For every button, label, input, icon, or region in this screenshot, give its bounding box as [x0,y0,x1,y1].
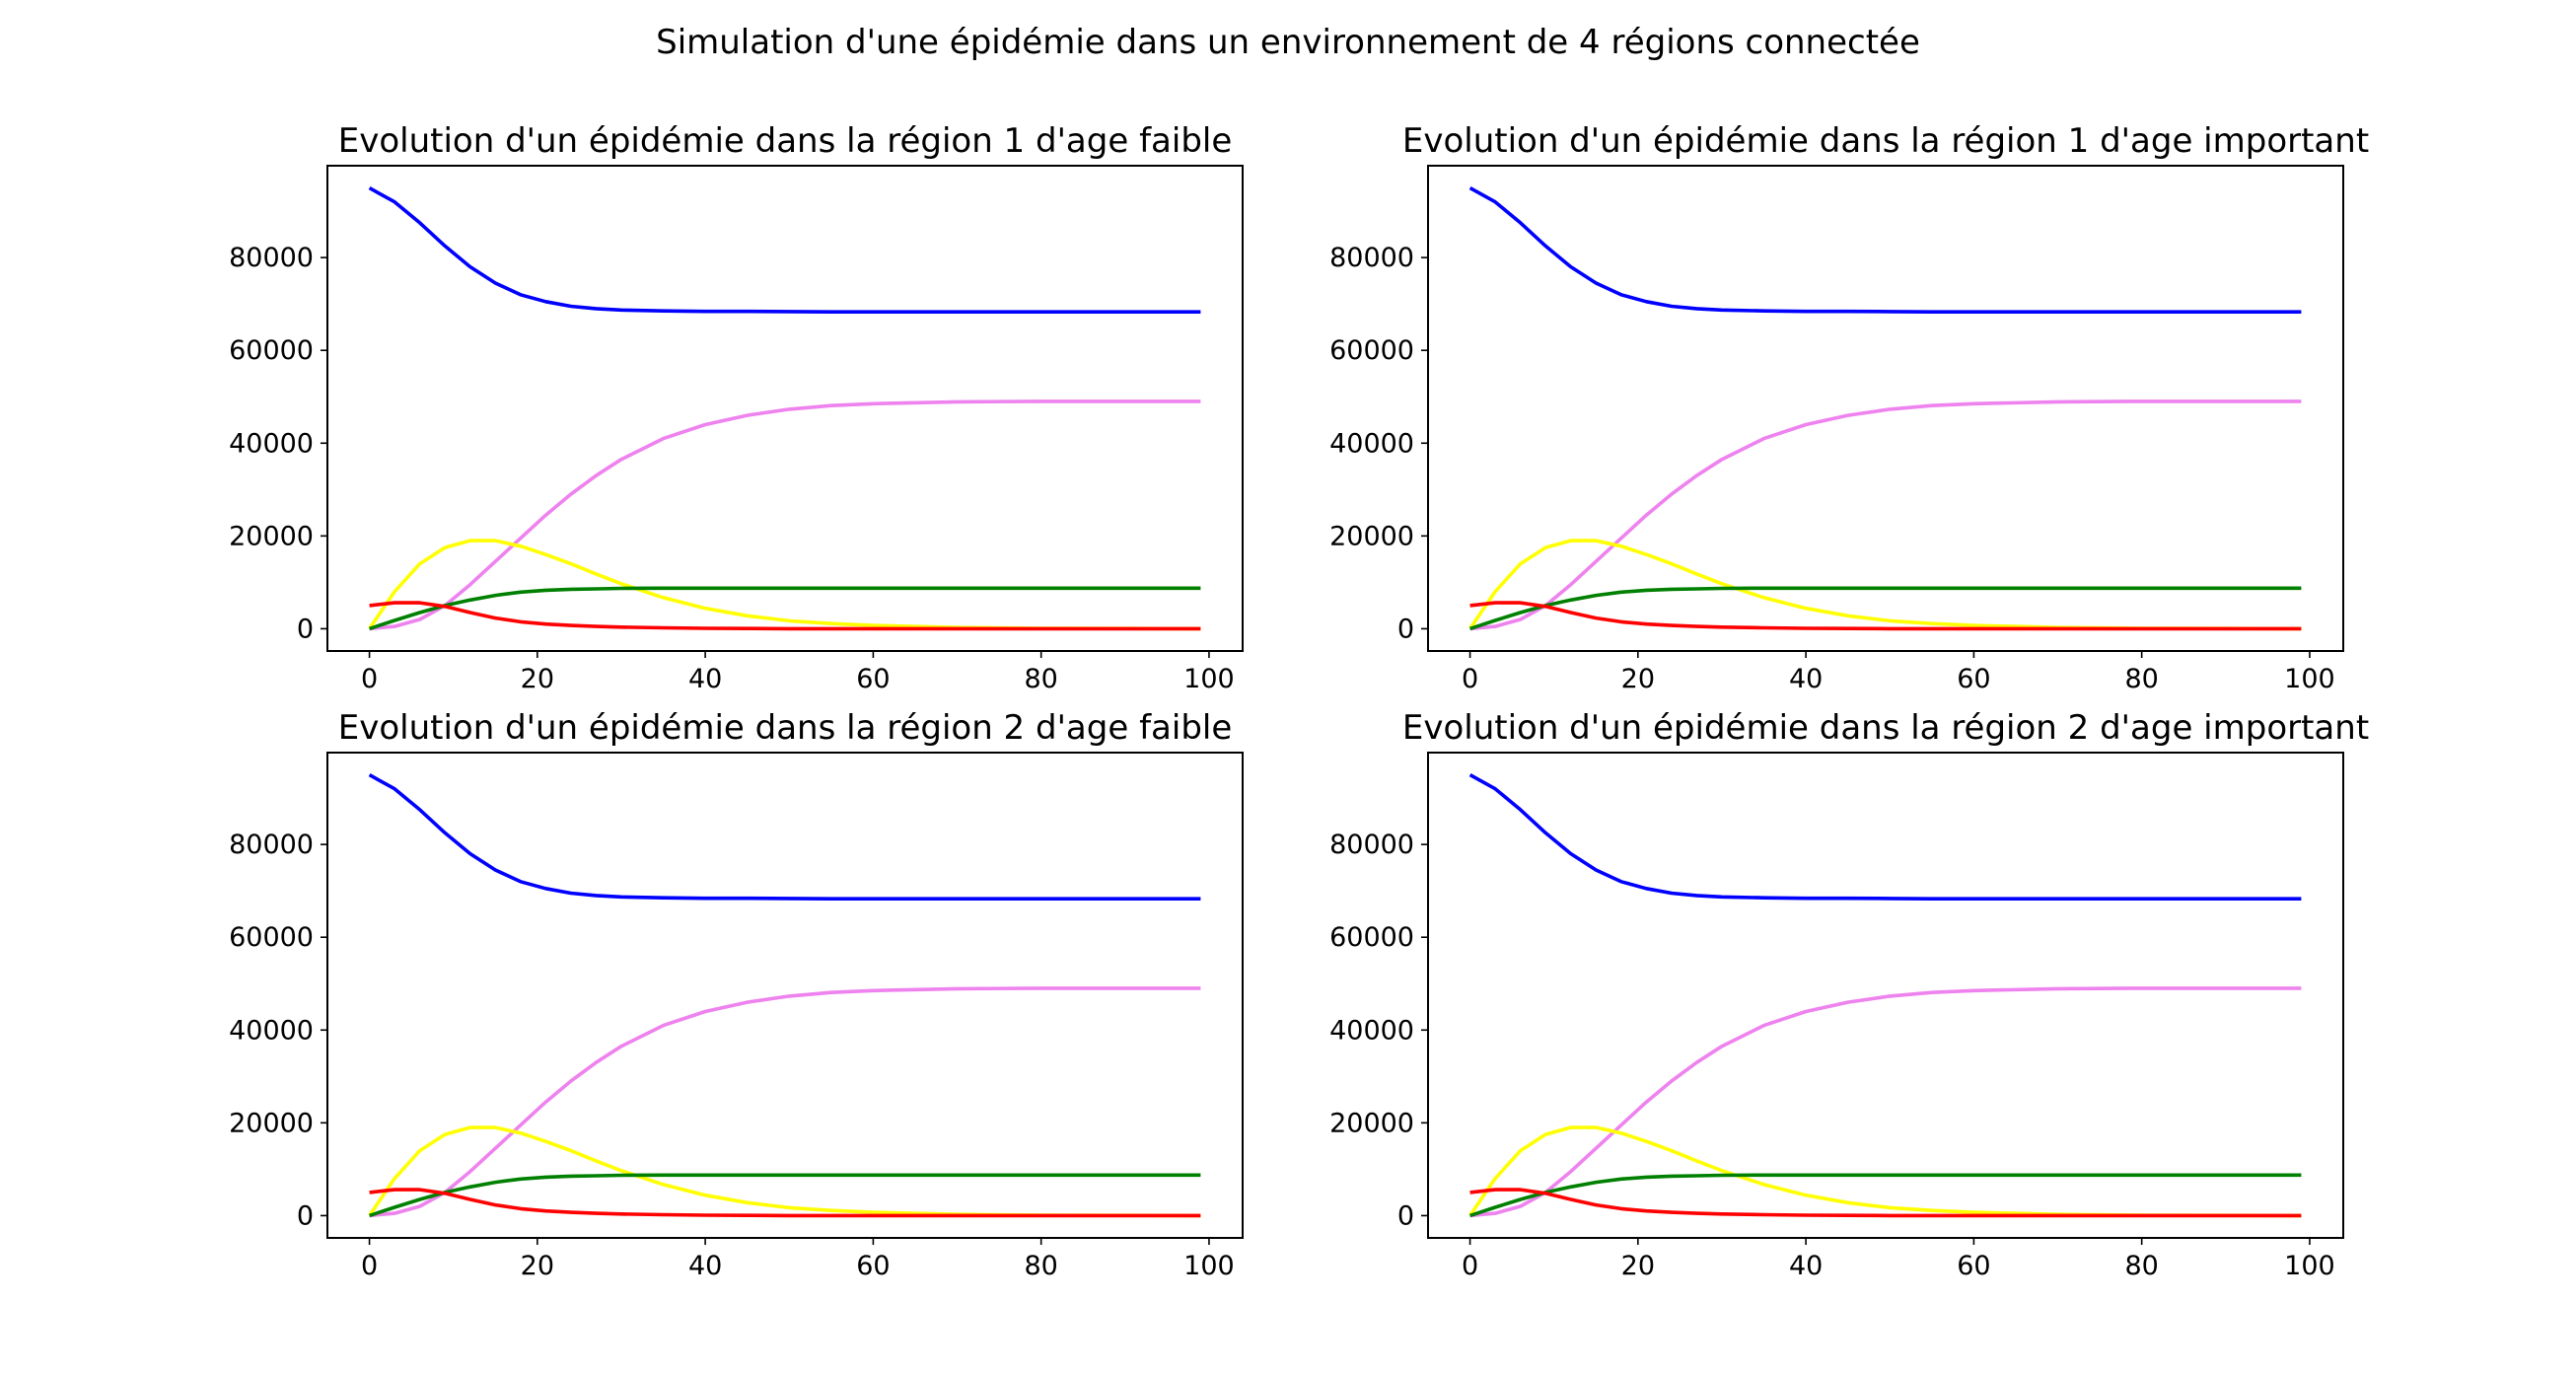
y-tick-label: 60000 [1329,922,1414,953]
x-tick-label: 80 [2124,664,2158,694]
x-tick-label: 80 [2124,1251,2158,1281]
x-tick-label: 100 [1183,664,1235,694]
x-tick-label: 0 [361,1251,378,1281]
line-i [369,1188,1201,1218]
x-tick-label: 20 [521,664,554,694]
y-tick-label: 80000 [229,830,314,860]
y-tick-label: 60000 [229,335,314,366]
axes-frame [326,165,1244,652]
axes-frame [326,752,1244,1239]
x-tick-label: 20 [1621,664,1655,694]
line-d [1469,1173,2302,1218]
x-tick-label: 40 [688,1251,722,1281]
y-tick-label: 20000 [1329,521,1414,551]
y-tick-label: 40000 [229,1015,314,1046]
y-tick-label: 0 [1397,1200,1414,1231]
y-tick-label: 20000 [229,1108,314,1138]
line-e [1468,539,2302,631]
y-tick-label: 60000 [1329,335,1414,366]
y-tick-label: 0 [297,1200,314,1231]
x-tick-label: 60 [1957,664,1990,694]
x-tick-label: 20 [1621,1251,1655,1281]
axes-title: Evolution d'un épidémie dans la région 2… [1402,708,2369,748]
axes-title: Evolution d'un épidémie dans la région 1… [338,121,1233,161]
line-r [369,986,1201,1218]
x-tick-label: 40 [688,664,722,694]
subplot-region-2-age-important: Evolution d'un épidémie dans la région 2… [1329,708,2369,1281]
x-tick-label: 20 [521,1251,554,1281]
y-tick-label: 80000 [1329,830,1414,860]
x-tick-label: 40 [1789,664,1823,694]
line-d [369,586,1201,631]
axes-title: Evolution d'un épidémie dans la région 2… [338,708,1233,748]
y-tick-label: 60000 [229,922,314,953]
subplot-region-1-age-faible: Evolution d'un épidémie dans la région 1… [229,121,1244,694]
axes-frame [1427,752,2344,1239]
x-tick-label: 80 [1024,664,1057,694]
line-i [1469,601,2302,631]
line-r [1469,399,2302,631]
line-e [368,1125,1201,1218]
axes-title: Evolution d'un épidémie dans la région 1… [1402,121,2369,161]
x-tick-label: 40 [1789,1251,1823,1281]
line-e [368,539,1201,631]
x-tick-label: 100 [2284,1251,2335,1281]
series-group [1468,773,2302,1218]
x-tick-label: 0 [361,664,378,694]
x-tick-label: 100 [2284,664,2335,694]
series-group [1468,186,2302,631]
line-d [369,1173,1201,1218]
x-tick-label: 60 [856,664,890,694]
subplot-region-2-age-faible: Evolution d'un épidémie dans la région 2… [229,708,1244,1281]
line-s [368,773,1201,902]
y-tick-label: 0 [1397,614,1414,644]
y-tick-label: 20000 [229,521,314,551]
x-tick-label: 100 [1183,1251,1235,1281]
y-tick-label: 0 [297,614,314,644]
line-i [1469,1188,2302,1218]
x-tick-label: 60 [856,1251,890,1281]
series-group [368,186,1201,631]
axes-frame [1427,165,2344,652]
x-tick-label: 60 [1957,1251,1990,1281]
line-s [368,186,1201,315]
line-r [1469,986,2302,1218]
line-s [1468,773,2302,902]
subplot-region-1-age-important: Evolution d'un épidémie dans la région 1… [1329,121,2369,694]
line-d [1469,586,2302,631]
y-tick-label: 80000 [229,243,314,273]
x-tick-label: 0 [1462,664,1478,694]
figure-title: Simulation d'une épidémie dans un enviro… [656,23,1920,62]
line-i [369,601,1201,631]
y-tick-label: 80000 [1329,243,1414,273]
y-tick-label: 40000 [1329,1015,1414,1046]
y-tick-label: 40000 [1329,428,1414,459]
x-tick-label: 80 [1024,1251,1057,1281]
line-r [369,399,1201,631]
y-tick-label: 40000 [229,428,314,459]
y-tick-label: 20000 [1329,1108,1414,1138]
line-s [1468,186,2302,315]
series-group [368,773,1201,1218]
line-e [1468,1125,2302,1218]
x-tick-label: 0 [1462,1251,1478,1281]
